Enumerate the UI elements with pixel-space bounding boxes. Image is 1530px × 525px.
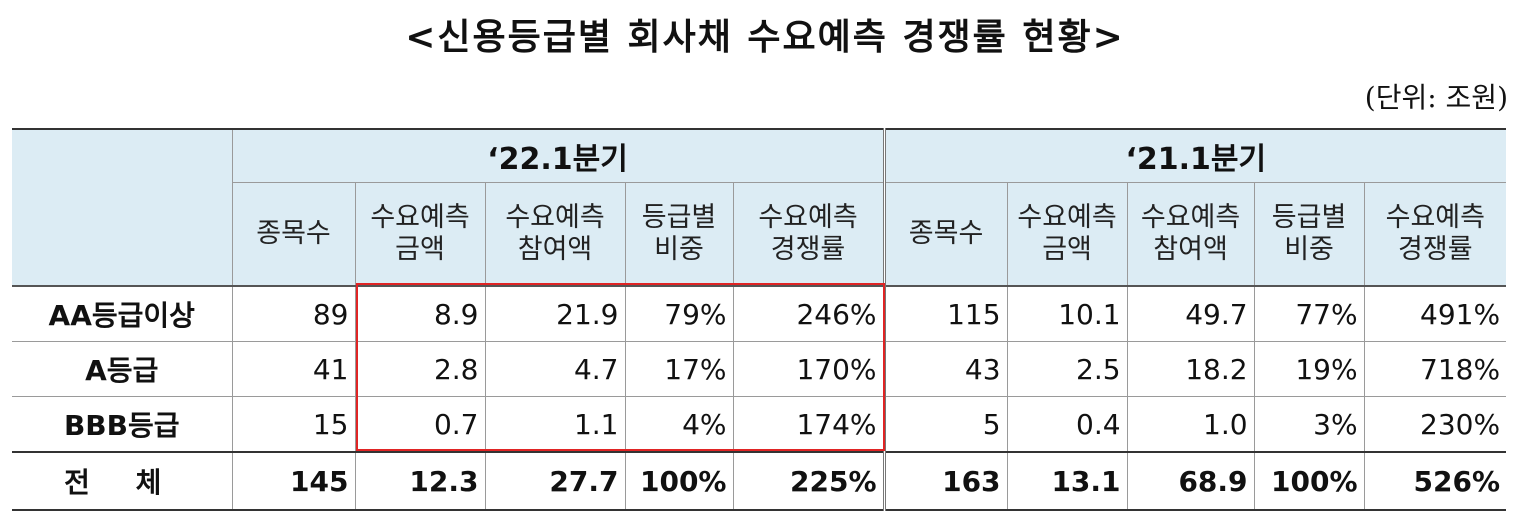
total-row: 전 체 145 12.3 27.7 100% 225% 163 13.1 68.… — [12, 451, 1507, 511]
table-cell: 246% — [732, 285, 886, 342]
table-cell: 21.9 — [484, 285, 626, 342]
table-cell: 10.1 — [1006, 285, 1128, 342]
table-cell: 27.7 — [484, 451, 626, 511]
table-cell: 41 — [231, 341, 356, 397]
table-cell: 100% — [1253, 451, 1365, 511]
table-cell: 4.7 — [484, 341, 626, 397]
table-cell: 0.4 — [1006, 396, 1128, 453]
row-label: AA등급이상 — [12, 285, 233, 342]
table-cell: 115 — [883, 285, 1008, 342]
col-header-count: 종목수 — [883, 182, 1008, 287]
col-header-share: 등급별 비중 — [1253, 182, 1365, 287]
table-cell: 5 — [883, 396, 1008, 453]
row-label-total: 전 체 — [12, 451, 233, 511]
col-header-demand-amount: 수요예측 금액 — [1006, 182, 1128, 287]
table-cell: 0.7 — [354, 396, 486, 453]
table-cell: 4% — [624, 396, 734, 453]
col-header-participation: 수요예측 참여액 — [484, 182, 626, 287]
col-header-competition: 수요예측 경쟁률 — [1363, 182, 1507, 287]
period-header-2022: ‘22.1분기 — [231, 128, 886, 183]
table-row: BBB등급 15 0.7 1.1 4% 174% 5 0.4 1.0 3% 23… — [12, 396, 1507, 453]
table-cell: 43 — [883, 341, 1008, 397]
corner-cell — [12, 128, 233, 287]
table-cell: 3% — [1253, 396, 1365, 453]
table-cell: 49.7 — [1126, 285, 1255, 342]
table-cell: 1.0 — [1126, 396, 1255, 453]
table-cell: 163 — [883, 451, 1008, 511]
table-cell: 8.9 — [354, 285, 486, 342]
unit-label: (단위: 조원) — [1364, 81, 1508, 114]
row-label: A등급 — [12, 341, 233, 397]
credit-rating-table: ‘22.1분기 ‘21.1분기 종목수 수요예측 금액 수요예측 참여액 등급별 비중… — [12, 128, 1507, 511]
table-cell: 19% — [1253, 341, 1365, 397]
table-cell: 12.3 — [354, 451, 486, 511]
row-label: BBB등급 — [12, 396, 233, 453]
table-cell: 526% — [1363, 451, 1507, 511]
table-cell: 174% — [732, 396, 886, 453]
table-cell: 230% — [1363, 396, 1507, 453]
table-cell: 145 — [231, 451, 356, 511]
table-cell: 15 — [231, 396, 356, 453]
col-header-count: 종목수 — [231, 182, 356, 287]
table-cell: 718% — [1363, 341, 1507, 397]
table-cell: 79% — [624, 285, 734, 342]
table-cell: 225% — [732, 451, 886, 511]
table-cell: 89 — [231, 285, 356, 342]
col-header-participation: 수요예측 참여액 — [1126, 182, 1255, 287]
col-header-share: 등급별 비중 — [624, 182, 734, 287]
page-title: <신용등급별 회사채 수요예측 경쟁률 현황> — [405, 17, 1125, 58]
table-cell: 2.5 — [1006, 341, 1128, 397]
table-row: AA등급이상 89 8.9 21.9 79% 246% 115 10.1 49.… — [12, 285, 1507, 342]
col-header-competition: 수요예측 경쟁률 — [732, 182, 886, 287]
table-cell: 1.1 — [484, 396, 626, 453]
table-cell: 100% — [624, 451, 734, 511]
table-cell: 17% — [624, 341, 734, 397]
table-cell: 491% — [1363, 285, 1507, 342]
col-header-demand-amount: 수요예측 금액 — [354, 182, 486, 287]
period-header-2021: ‘21.1분기 — [883, 128, 1507, 183]
table-cell: 18.2 — [1126, 341, 1255, 397]
table-cell: 77% — [1253, 285, 1365, 342]
table-cell: 170% — [732, 341, 886, 397]
table-cell: 2.8 — [354, 341, 486, 397]
table-row: A등급 41 2.8 4.7 17% 170% 43 2.5 18.2 19% … — [12, 341, 1507, 397]
table-cell: 13.1 — [1006, 451, 1128, 511]
table-cell: 68.9 — [1126, 451, 1255, 511]
